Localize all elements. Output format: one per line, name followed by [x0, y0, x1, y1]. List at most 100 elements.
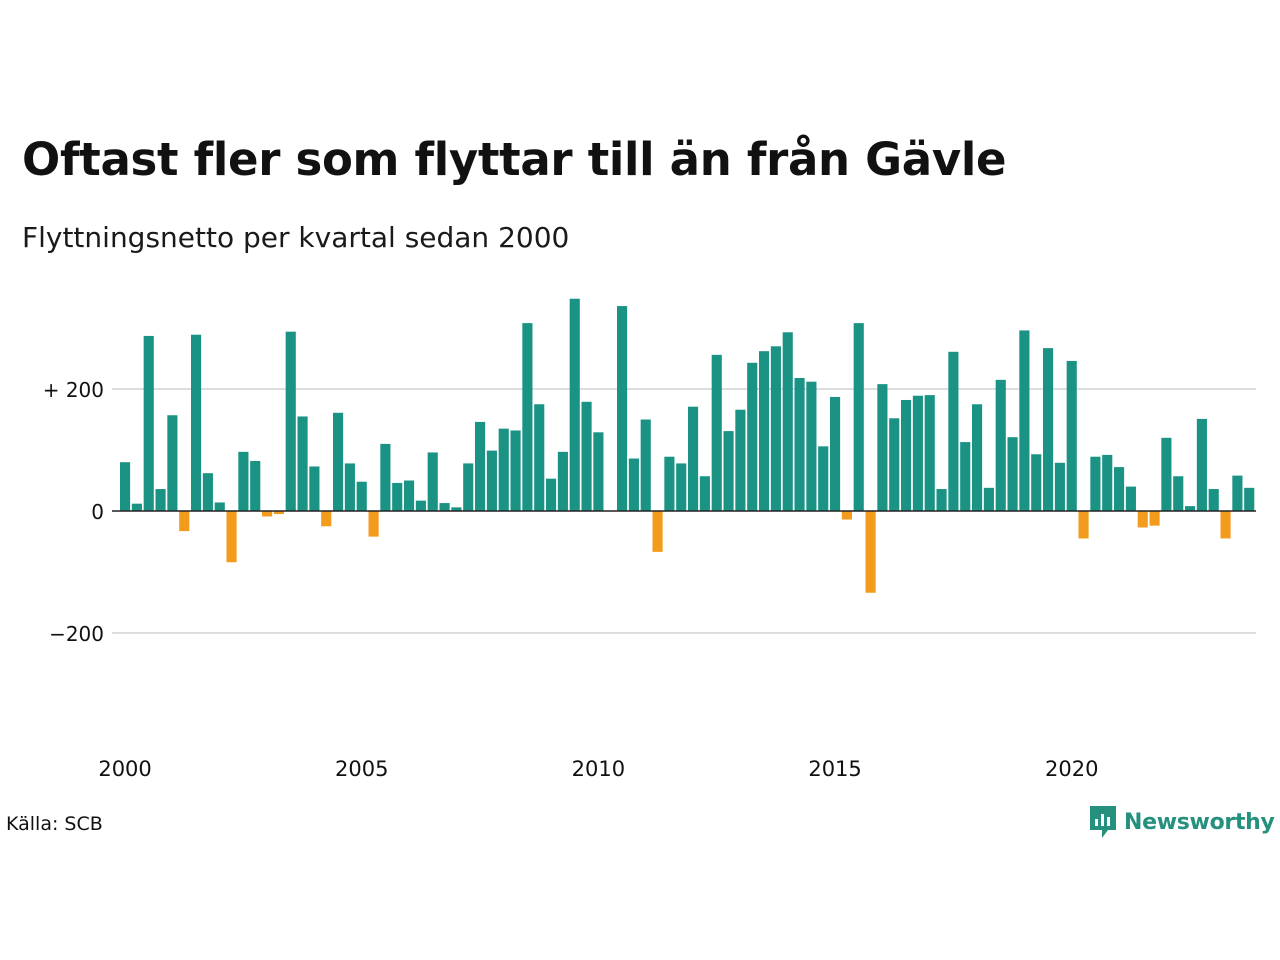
y-axis-labels: + 200 0 −200 — [43, 378, 104, 646]
bar — [1208, 489, 1219, 511]
bar — [250, 460, 261, 511]
bar — [640, 419, 651, 511]
bar — [120, 462, 131, 511]
bar — [924, 395, 935, 511]
y-tick-label: + 200 — [43, 378, 104, 402]
x-axis-labels: 2000 2005 2010 2015 2020 — [98, 757, 1098, 781]
chart-subtitle: Flyttningsnetto per kvartal sedan 2000 — [22, 221, 570, 254]
bar — [1114, 467, 1125, 511]
bar — [972, 404, 983, 511]
bar — [747, 362, 758, 511]
bar — [273, 511, 284, 515]
bar — [167, 415, 178, 511]
bar — [723, 431, 734, 511]
bar — [889, 418, 900, 511]
bar — [1054, 462, 1065, 511]
bar — [1137, 511, 1148, 528]
bar — [285, 331, 296, 511]
x-tick-label: 2000 — [98, 757, 151, 781]
bar — [1125, 486, 1136, 511]
bar — [1173, 476, 1184, 511]
bar — [321, 511, 332, 527]
bar — [912, 395, 923, 511]
bar — [1007, 437, 1018, 511]
x-tick-label: 2020 — [1045, 757, 1098, 781]
bar — [1220, 511, 1231, 539]
bar — [711, 354, 722, 511]
bar — [676, 463, 687, 511]
bar — [1043, 348, 1054, 511]
bar — [794, 378, 805, 511]
bar — [628, 458, 639, 511]
bar — [297, 416, 308, 511]
bar — [226, 511, 237, 563]
bar — [191, 334, 202, 511]
source-note: Källa: SCB — [6, 813, 103, 835]
brand-logo: Newsworthy — [1088, 802, 1275, 842]
bar — [404, 480, 415, 511]
bar — [1102, 454, 1113, 511]
bar — [983, 487, 994, 511]
bar — [901, 399, 912, 511]
bar — [510, 430, 521, 511]
bar — [770, 346, 781, 511]
bar — [782, 332, 793, 511]
bar — [569, 298, 580, 511]
bar — [865, 511, 876, 593]
bar — [581, 401, 592, 511]
bar — [427, 452, 438, 511]
bar — [557, 451, 568, 511]
bar — [853, 323, 864, 511]
bar — [309, 466, 320, 511]
bar — [806, 381, 817, 511]
bar — [1196, 418, 1207, 511]
bar — [486, 450, 497, 511]
bar — [356, 481, 367, 511]
bar — [688, 406, 699, 511]
bar — [948, 351, 959, 511]
bar — [522, 323, 533, 511]
bar — [1185, 506, 1196, 511]
newsworthy-logo-icon — [1090, 806, 1116, 838]
bar — [960, 442, 971, 511]
bar — [1244, 487, 1255, 511]
grid-lines — [112, 388, 1256, 634]
bar — [498, 428, 509, 511]
bar — [841, 511, 852, 520]
bar — [830, 396, 841, 511]
bar — [735, 409, 746, 511]
bar — [368, 511, 379, 537]
bar — [214, 502, 225, 511]
bar — [131, 503, 142, 511]
bar — [699, 476, 710, 511]
bar — [1161, 437, 1172, 511]
bar — [1019, 330, 1030, 511]
x-tick-label: 2015 — [808, 757, 861, 781]
bar — [664, 456, 675, 511]
bar — [818, 446, 829, 511]
bar — [392, 482, 403, 511]
bar — [652, 511, 663, 552]
chart-title: Oftast fler som flyttar till än från Gäv… — [22, 133, 1007, 186]
brand-name: Newsworthy — [1124, 809, 1275, 835]
bar — [936, 489, 947, 511]
bar — [202, 473, 213, 511]
y-tick-label: −200 — [49, 622, 104, 646]
bar — [1232, 475, 1243, 511]
bar — [1090, 456, 1101, 511]
bar — [333, 412, 344, 511]
bar — [463, 463, 474, 511]
bar — [534, 404, 545, 511]
y-tick-label: 0 — [91, 500, 104, 524]
bar — [877, 384, 888, 511]
bar — [143, 335, 154, 511]
bar — [238, 451, 249, 511]
x-tick-label: 2010 — [572, 757, 625, 781]
bar — [1149, 511, 1160, 526]
bar — [546, 478, 557, 511]
x-tick-label: 2005 — [335, 757, 388, 781]
bar — [995, 379, 1006, 511]
bar — [179, 511, 190, 532]
bar — [759, 351, 770, 511]
bar — [1031, 454, 1042, 511]
